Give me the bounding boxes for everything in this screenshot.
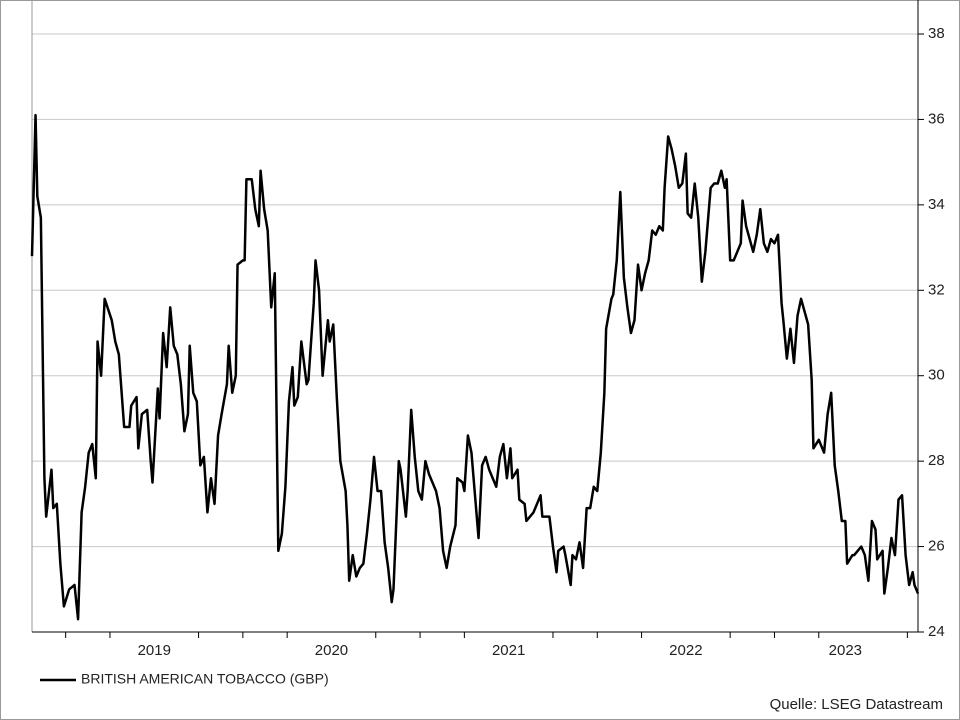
y-tick-label: 24: [928, 623, 945, 640]
line-series: [30, 113, 920, 621]
legend-label: BRITISH AMERICAN TOBACCO (GBP): [81, 671, 329, 687]
y-tick-label: 26: [928, 538, 945, 555]
x-tick-label: 2023: [829, 642, 862, 659]
y-tick-label: 30: [928, 367, 945, 384]
source-note: Quelle: LSEG Datastream: [770, 696, 943, 713]
y-tick-label: 38: [928, 25, 945, 42]
x-tick-label: 2019: [138, 642, 171, 659]
x-tick-label: 2022: [669, 642, 702, 659]
y-tick-label: 36: [928, 110, 945, 127]
y-tick-label: 34: [928, 196, 945, 213]
y-tick-label: 32: [928, 281, 945, 298]
y-tick-label: 28: [928, 452, 945, 469]
x-tick-label: 2021: [492, 642, 525, 659]
x-tick-label: 2020: [315, 642, 348, 659]
